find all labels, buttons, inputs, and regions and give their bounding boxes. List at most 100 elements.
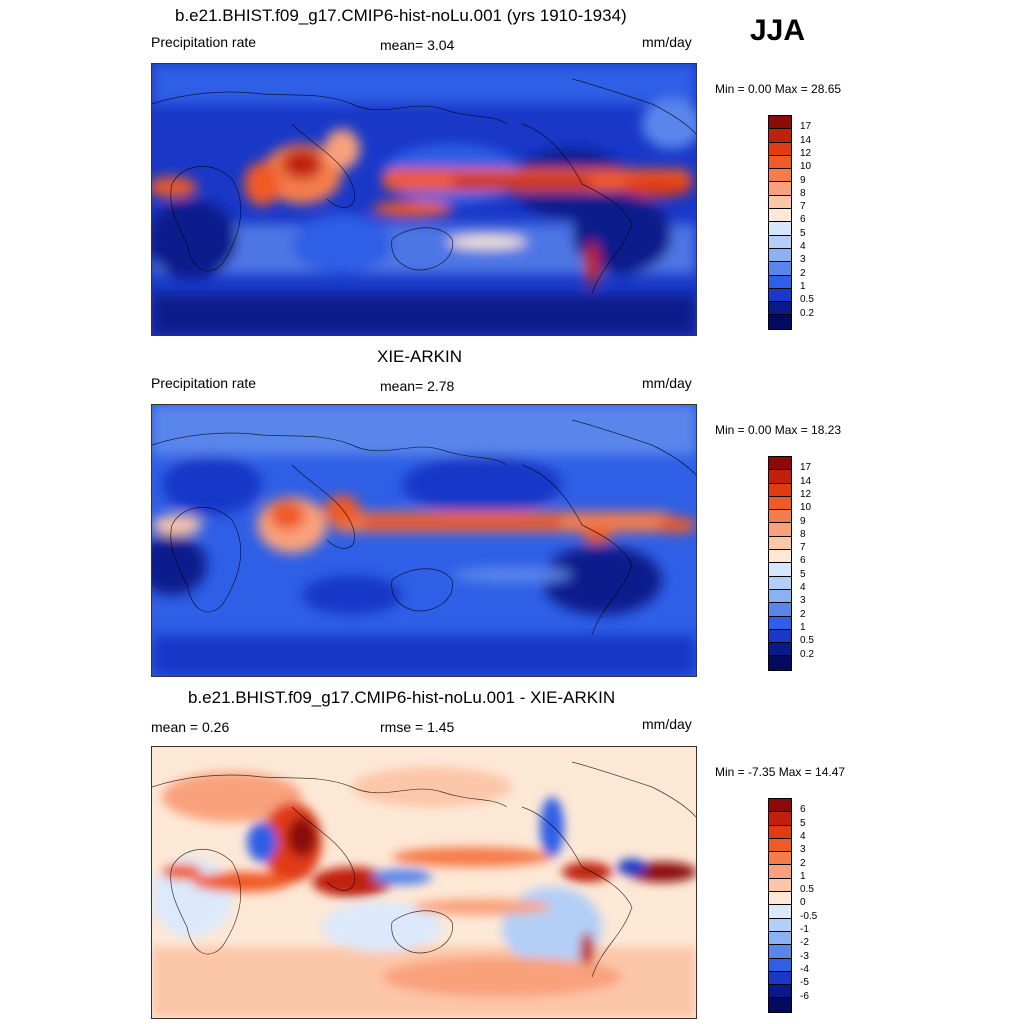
colorbar-tick-label: 3 — [800, 595, 806, 607]
colorbar-tick-label: 4 — [800, 582, 806, 593]
colorbar-tick-label: 8 — [800, 528, 806, 540]
colorbar-tick-label: 14 — [800, 134, 812, 146]
colorbar-tick-label: -4 — [800, 963, 809, 975]
panel3-title: b.e21.BHIST.f09_g17.CMIP6-hist-noLu.001 … — [188, 688, 616, 707]
colorbar-swatch — [769, 275, 791, 289]
colorbar-swatch — [769, 656, 791, 670]
panel3-rmse-label: rmse = 1.45 — [380, 719, 455, 735]
colorbar-swatch — [769, 209, 791, 223]
colorbar-swatch — [769, 523, 791, 537]
colorbar-tick-label: -1 — [800, 924, 809, 935]
colorbar-swatch — [769, 958, 791, 972]
colorbar-tick-label: 14 — [800, 475, 812, 487]
colorbar-swatch — [769, 812, 791, 826]
colorbar-tick-label: 6 — [800, 804, 806, 816]
panel3-mean-label: mean = 0.26 — [151, 719, 230, 735]
panel1-title: b.e21.BHIST.f09_g17.CMIP6-hist-noLu.001 … — [175, 6, 627, 25]
colorbar-swatch — [769, 195, 791, 210]
colorbar-swatch — [769, 838, 791, 853]
colorbar-tick-label: 17 — [800, 121, 812, 133]
panel2-colorbar — [768, 456, 792, 671]
colorbar-swatch — [769, 825, 791, 839]
colorbar-swatch — [769, 302, 791, 316]
colorbar-tick-label: -3 — [800, 950, 809, 962]
colorbar-tick-label: 5 — [800, 817, 806, 829]
colorbar-swatch — [769, 576, 791, 590]
colorbar-swatch — [769, 116, 791, 130]
colorbar-swatch — [769, 550, 791, 564]
colorbar-tick-label: 5 — [800, 568, 806, 580]
colorbar-swatch — [769, 563, 791, 577]
colorbar-swatch — [769, 931, 791, 946]
colorbar-tick-label: 1 — [800, 621, 806, 633]
colorbar-tick-label: -2 — [800, 937, 809, 949]
colorbar-swatch — [769, 799, 791, 813]
colorbar-tick-label: 0.5 — [800, 635, 814, 647]
colorbar-tick-label: 12 — [800, 488, 812, 500]
panel1-map — [151, 63, 697, 336]
colorbar-swatch — [769, 589, 791, 604]
panel2-map — [151, 404, 697, 677]
season-label: JJA — [750, 14, 806, 47]
colorbar-swatch — [769, 510, 791, 524]
colorbar-tick-label: 3 — [800, 254, 806, 266]
panel3-colorbar — [768, 798, 792, 1013]
colorbar-tick-label: 7 — [800, 201, 806, 213]
colorbar-swatch — [769, 905, 791, 919]
colorbar-tick-label: 0.5 — [800, 884, 814, 896]
colorbar-tick-label: -6 — [800, 990, 809, 1002]
panel1-colorbar — [768, 115, 792, 330]
colorbar-swatch — [769, 536, 791, 551]
colorbar-swatch — [769, 235, 791, 249]
colorbar-tick-label: 2 — [800, 267, 806, 279]
colorbar-tick-label: 3 — [800, 844, 806, 856]
colorbar-swatch — [769, 945, 791, 959]
colorbar-swatch — [769, 865, 791, 879]
colorbar-tick-label: 1 — [800, 280, 806, 292]
colorbar-swatch — [769, 248, 791, 263]
colorbar-swatch — [769, 169, 791, 183]
panel2-units-label: mm/day — [642, 375, 692, 391]
colorbar-swatch — [769, 852, 791, 866]
panel1-minmax: Min = 0.00 Max = 28.65 — [715, 82, 842, 96]
colorbar-tick-label: 6 — [800, 214, 806, 226]
colorbar-tick-label: 10 — [800, 502, 812, 514]
colorbar-tick-label: 10 — [800, 161, 812, 173]
colorbar-tick-label: 0.2 — [800, 307, 814, 319]
colorbar-tick-label: 12 — [800, 147, 812, 159]
colorbar-swatch — [769, 878, 791, 893]
colorbar-swatch — [769, 918, 791, 932]
colorbar-tick-label: 0.2 — [800, 648, 814, 660]
colorbar-swatch — [769, 629, 791, 644]
panel2-variable-label: Precipitation rate — [151, 375, 257, 391]
colorbar-tick-label: 5 — [800, 227, 806, 239]
panel2-title: XIE-ARKIN — [377, 347, 463, 366]
colorbar-swatch — [769, 262, 791, 276]
colorbar-tick-label: -5 — [800, 977, 809, 989]
colorbar-tick-label: -0.5 — [800, 910, 818, 922]
colorbar-tick-label: 6 — [800, 555, 806, 567]
colorbar-swatch — [769, 998, 791, 1012]
colorbar-swatch — [769, 129, 791, 143]
colorbar-tick-label: 0.5 — [800, 294, 814, 306]
colorbar-swatch — [769, 985, 791, 999]
panel1-mean-label: mean= 3.04 — [380, 37, 455, 53]
colorbar-tick-label: 17 — [800, 462, 812, 474]
colorbar-swatch — [769, 603, 791, 617]
colorbar-swatch — [769, 155, 791, 170]
colorbar-tick-label: 0 — [800, 897, 806, 909]
colorbar-tick-label: 9 — [800, 174, 806, 186]
colorbar-tick-label: 8 — [800, 187, 806, 199]
panel1-units-label: mm/day — [642, 34, 692, 50]
colorbar-swatch — [769, 971, 791, 986]
colorbar-swatch — [769, 182, 791, 196]
colorbar-tick-label: 2 — [800, 608, 806, 620]
colorbar-swatch — [769, 470, 791, 484]
colorbar-swatch — [769, 222, 791, 236]
panel3-minmax: Min = -7.35 Max = 14.47 — [715, 765, 846, 779]
panel2-mean-label: mean= 2.78 — [380, 378, 455, 394]
colorbar-tick-label: 7 — [800, 542, 806, 554]
colorbar-swatch — [769, 315, 791, 329]
colorbar-tick-label: 2 — [800, 857, 806, 869]
colorbar-swatch — [769, 643, 791, 657]
